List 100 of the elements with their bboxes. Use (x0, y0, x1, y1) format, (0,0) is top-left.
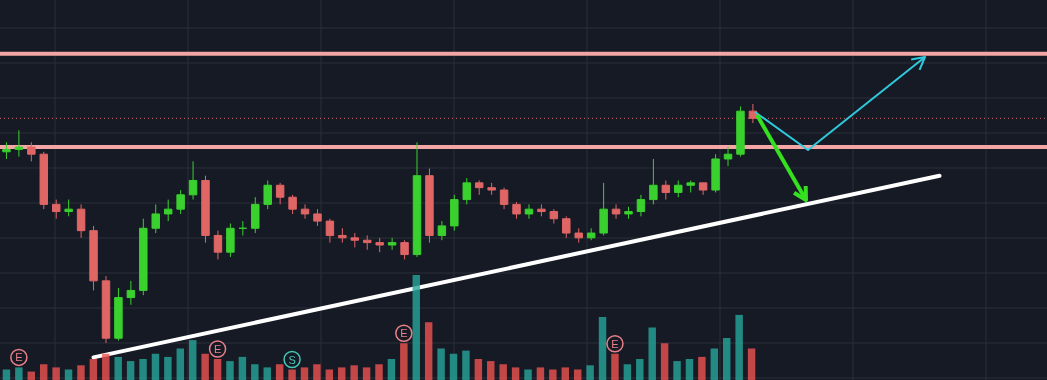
candlestick (288, 194, 297, 215)
candlestick (736, 105, 745, 158)
bar (474, 359, 483, 380)
bar (238, 356, 247, 380)
bar (400, 343, 408, 380)
bar (660, 343, 669, 380)
candlestick (661, 179, 671, 201)
candlestick (711, 153, 720, 193)
bar (424, 322, 433, 380)
bar (449, 353, 458, 380)
bar (536, 367, 545, 380)
bar (102, 353, 110, 380)
bar (375, 364, 383, 380)
candlestick (499, 187, 509, 210)
annotation: S (288, 353, 296, 366)
candlestick (686, 179, 695, 193)
candlestick (263, 179, 272, 210)
candlestick (114, 287, 123, 342)
annotation: E (15, 351, 23, 364)
candlestick (39, 151, 49, 210)
candlestick (462, 177, 471, 205)
bar (462, 350, 470, 380)
candlestick (188, 160, 198, 201)
candlestick (599, 182, 608, 236)
bar (586, 365, 594, 380)
candlestick (723, 146, 733, 167)
bar (549, 369, 557, 380)
candlestick (163, 199, 173, 222)
bar (623, 364, 632, 380)
candlestick (238, 220, 248, 236)
event-marker: E (208, 340, 227, 358)
bar (362, 367, 371, 380)
candlestick (27, 141, 36, 162)
candlestick (275, 182, 285, 205)
candlestick (636, 194, 646, 217)
candlestick (64, 199, 73, 217)
candlestick (213, 230, 223, 260)
bar (77, 365, 85, 380)
bar (722, 338, 731, 380)
candlestick (176, 189, 185, 215)
bar (598, 317, 607, 380)
candlestick (350, 232, 360, 248)
bar (126, 361, 135, 380)
bar (15, 367, 23, 380)
bar (573, 369, 582, 380)
bar (201, 353, 209, 380)
bar (698, 356, 706, 380)
candlestick (487, 182, 496, 196)
event-marker: S (283, 350, 301, 369)
bar (648, 327, 656, 380)
bar (412, 275, 420, 380)
bar (226, 361, 234, 380)
candlestick (2, 141, 11, 160)
bar (300, 367, 309, 380)
candlestick (89, 225, 98, 291)
candlestick (226, 223, 235, 258)
bar (213, 359, 222, 380)
candlestick (450, 194, 459, 232)
candlestick (338, 227, 347, 244)
bar (673, 361, 681, 380)
candlestick (698, 182, 708, 196)
candlestick (649, 158, 658, 205)
candlestick (624, 206, 633, 220)
candlestick (126, 280, 136, 306)
bar (611, 353, 619, 380)
bar (685, 359, 694, 380)
bar (561, 367, 569, 380)
candlestick (363, 234, 372, 251)
bar (710, 348, 719, 380)
candlestick (562, 215, 571, 239)
candlestick (674, 179, 683, 198)
bar (89, 359, 98, 380)
candlestick (425, 168, 434, 244)
candlestick (574, 227, 583, 244)
candlestick (400, 239, 409, 260)
bar (151, 353, 160, 380)
bar (275, 364, 284, 380)
bar (350, 365, 358, 380)
candlestick (524, 203, 534, 220)
candlestick (325, 218, 335, 244)
bar (52, 367, 60, 380)
bar (251, 364, 259, 380)
candlestick (313, 208, 322, 227)
bar (338, 367, 346, 380)
annotation: E (400, 327, 408, 340)
event-marker: E (606, 335, 624, 353)
bar (189, 340, 197, 380)
bar (39, 364, 48, 380)
bar (511, 367, 520, 380)
bar (636, 359, 644, 380)
candlestick (76, 203, 86, 239)
bar (735, 314, 743, 380)
candlestick (201, 175, 210, 244)
bar (325, 369, 334, 380)
bar (437, 348, 445, 380)
candlestick (537, 203, 546, 217)
bar (2, 369, 11, 380)
bar (139, 359, 147, 380)
bar (176, 348, 185, 380)
candlestick (549, 208, 559, 224)
